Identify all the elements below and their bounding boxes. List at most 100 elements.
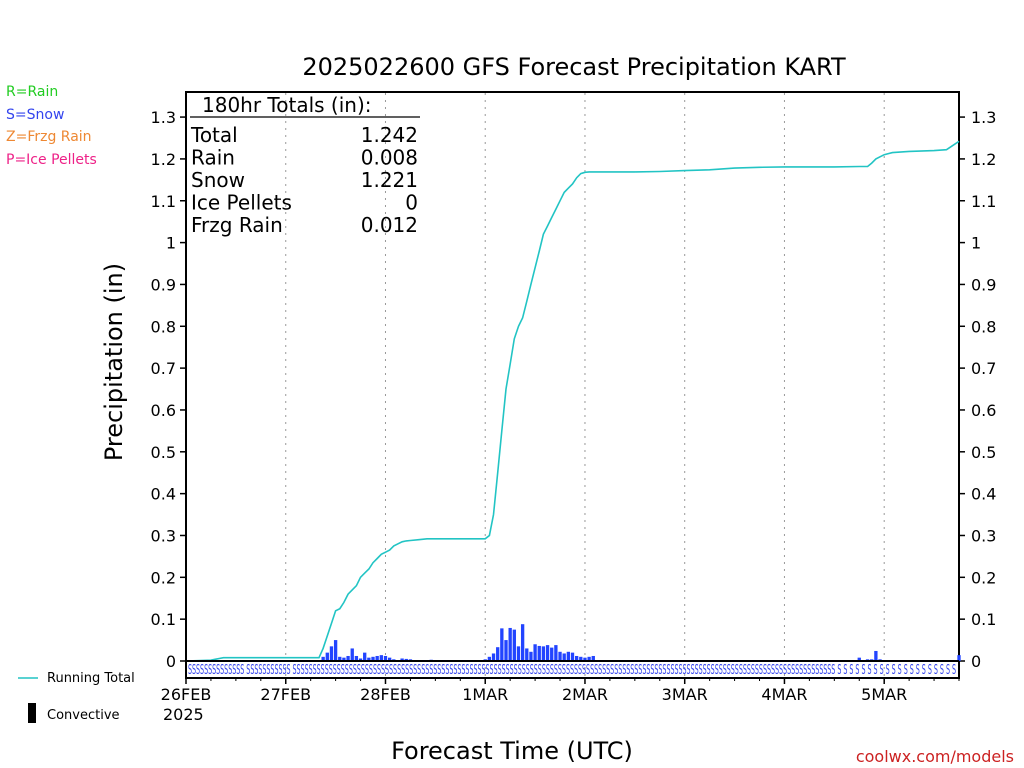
y-tick-label-left: 0.3 xyxy=(151,526,176,545)
series-legend: Running Total Convective xyxy=(18,671,135,723)
y-tick-label-left: 0.4 xyxy=(151,485,176,504)
totals-row-label: Total xyxy=(190,123,238,147)
snow-bar xyxy=(516,646,521,661)
snow-bar xyxy=(496,647,500,661)
snow-bar xyxy=(367,657,371,661)
snow-bar xyxy=(508,627,512,661)
snow-bar xyxy=(566,651,571,661)
y-tick-label-right: 0.9 xyxy=(971,275,996,294)
y-axis-ticks: 0 0 0.1 0.1 0.2 0.2 0.3 0.3 0.4 0.4 0.5 0.5 0.6 0.6 0.… xyxy=(151,108,997,671)
y-tick-label-left: 0.1 xyxy=(151,610,176,629)
y-tick-label-right: 0.2 xyxy=(971,568,996,587)
snow-bar xyxy=(363,652,367,661)
snow-bar xyxy=(354,655,359,661)
y-tick-label-left: 1 xyxy=(166,234,176,253)
y-tick-label-left: 0 xyxy=(166,652,176,671)
y-tick-label-left: 0.2 xyxy=(151,568,176,587)
totals-row-value: 1.242 xyxy=(361,123,418,147)
y-tick-label-right: 0.7 xyxy=(971,359,996,378)
y-tick-label-right: 0 xyxy=(971,652,981,671)
x-tick-label: 2MAR xyxy=(562,685,608,704)
totals-row-value: 0 xyxy=(405,191,418,215)
snow-bar xyxy=(520,624,525,661)
snow-bar xyxy=(574,655,579,661)
running-total-line xyxy=(185,140,960,662)
totals-box: 180hr Totals (in): Total 1.242 Rain 0.008 Sn… xyxy=(190,93,420,237)
snow-bar xyxy=(533,644,537,661)
snow-bar xyxy=(487,656,492,661)
legend-convective: Convective xyxy=(47,708,120,723)
plot-frame xyxy=(185,91,960,679)
snow-bar xyxy=(333,640,338,661)
y-axis-label: Precipitation (in) xyxy=(100,263,128,461)
snow-bar xyxy=(550,647,554,661)
convective-swatch xyxy=(28,703,36,723)
x-tick-label: 4MAR xyxy=(761,685,807,704)
x-tick-label: 28FEB xyxy=(360,685,411,704)
snow-bar xyxy=(504,640,508,661)
x-axis-label: Forecast Time (UTC) xyxy=(391,737,633,765)
snow-bar xyxy=(379,655,383,661)
totals-row-value: 0.008 xyxy=(361,146,418,170)
legend-snow: S=Snow xyxy=(6,107,64,123)
snow-bar xyxy=(541,646,546,661)
snow-bar xyxy=(383,655,388,661)
snow-bar xyxy=(874,650,878,661)
snow-bar xyxy=(371,656,375,661)
x-axis-ticks: 26FEB 27FEB 28FEB 1MAR 2MAR 3MAR 4MAR 5MAR xyxy=(161,678,960,704)
snow-bar xyxy=(350,648,354,661)
y-tick-label-right: 0.6 xyxy=(971,401,996,420)
snow-bar xyxy=(325,652,329,661)
y-tick-label-right: 1.1 xyxy=(971,192,996,211)
snow-bar xyxy=(554,645,558,661)
y-tick-label-left: 0.8 xyxy=(151,317,176,336)
snow-bar xyxy=(491,653,496,661)
snow-bar xyxy=(591,655,595,661)
snow-bar xyxy=(342,657,346,661)
legend-rain: R=Rain xyxy=(6,84,58,100)
precip-type-strip: SSSSSSSSSSSSSS SSSSSSSSSSS SSSSSSSSSSSSS… xyxy=(188,663,956,678)
y-tick-label-right: 1.2 xyxy=(971,150,996,169)
snow-bar xyxy=(329,646,334,661)
snow-bar xyxy=(338,656,342,661)
x-tick-label: 3MAR xyxy=(662,685,708,704)
y-tick-label-left: 1.2 xyxy=(151,150,176,169)
y-tick-label-right: 1 xyxy=(971,234,981,253)
snow-bar xyxy=(579,656,583,661)
totals-row-label: Ice Pellets xyxy=(191,191,292,215)
totals-row-label: Rain xyxy=(191,146,235,170)
chart-title: 2025022600 GFS Forecast Precipitation KA… xyxy=(302,53,846,81)
legend-running-total: Running Total xyxy=(47,671,135,686)
snow-bars xyxy=(321,624,961,662)
totals-row-value: 0.012 xyxy=(361,213,418,237)
totals-row-label: Frzg Rain xyxy=(191,213,283,237)
snow-bar xyxy=(500,628,504,661)
y-tick-label-right: 1.3 xyxy=(971,108,996,127)
snow-bar xyxy=(562,653,566,661)
snow-bar xyxy=(537,645,541,661)
y-tick-label-left: 1.1 xyxy=(151,192,176,211)
totals-row-value: 1.221 xyxy=(361,168,418,192)
y-tick-label-right: 0.4 xyxy=(971,485,996,504)
y-tick-label-left: 1.3 xyxy=(151,108,176,127)
snow-bar xyxy=(321,656,325,661)
snow-bar xyxy=(404,658,408,661)
snow-bar xyxy=(857,657,861,661)
snow-bar xyxy=(375,655,379,661)
snow-bar xyxy=(545,645,550,661)
legend-frzg-rain: Z=Frzg Rain xyxy=(6,129,92,145)
snow-bar xyxy=(525,648,529,661)
totals-row-label: Snow xyxy=(191,168,245,192)
snow-bar xyxy=(512,629,516,661)
snow-bar xyxy=(400,658,404,661)
snow-bar xyxy=(346,655,350,661)
year-label: 2025 xyxy=(163,705,204,724)
y-tick-label-left: 0.7 xyxy=(151,359,176,378)
snow-bar xyxy=(587,656,591,661)
y-tick-label-right: 0.8 xyxy=(971,317,996,336)
y-tick-label-left: 0.6 xyxy=(151,401,176,420)
snow-bar xyxy=(583,657,587,661)
legend-ice-pellets: P=Ice Pellets xyxy=(6,152,97,168)
credit-link[interactable]: coolwx.com/models xyxy=(856,747,1014,766)
y-tick-label-left: 0.9 xyxy=(151,275,176,294)
